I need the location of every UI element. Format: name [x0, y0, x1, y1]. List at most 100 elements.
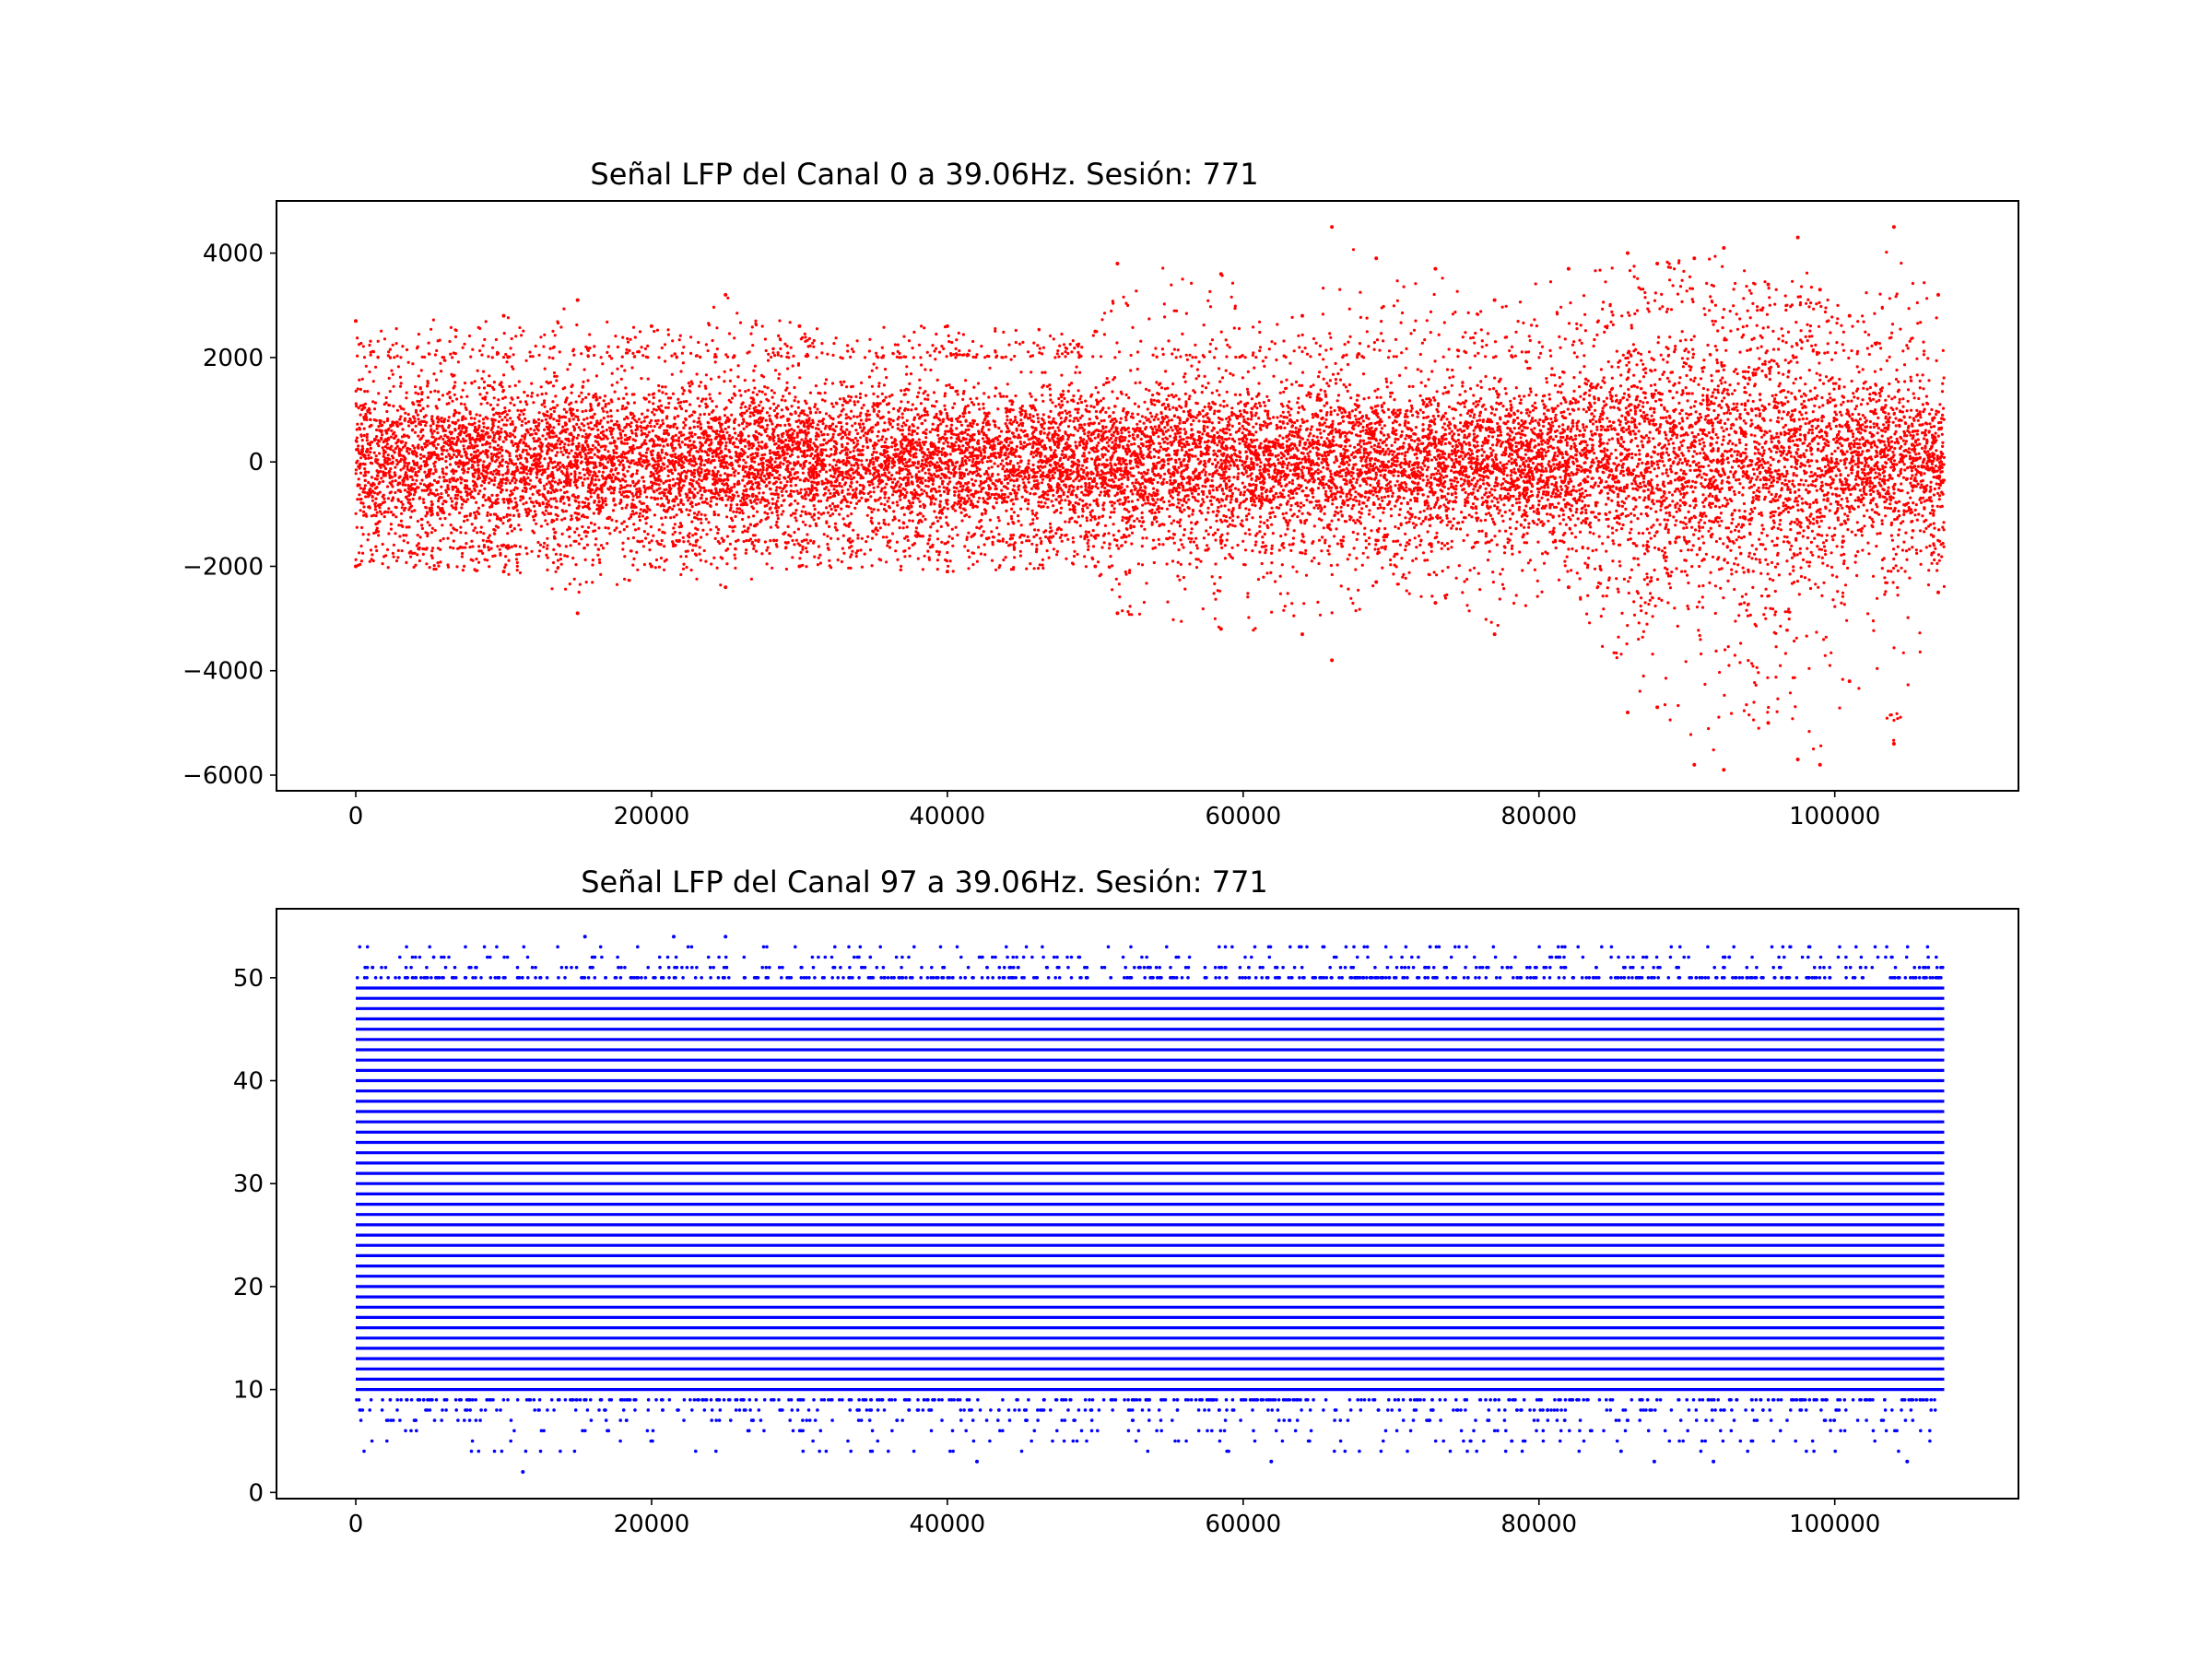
data-point [1156, 480, 1159, 485]
data-point [915, 395, 920, 399]
data-point [1308, 450, 1312, 453]
data-point [1556, 404, 1559, 407]
data-point [1210, 478, 1214, 483]
data-point [688, 509, 692, 512]
data-point [901, 526, 905, 530]
data-point [911, 430, 914, 434]
data-point [1853, 533, 1857, 537]
data-point [978, 446, 982, 450]
data-point [1671, 433, 1675, 437]
data-point [1385, 478, 1389, 482]
data-point [1591, 422, 1595, 426]
data-point [724, 441, 728, 444]
data-point [1308, 441, 1312, 445]
data-point [439, 361, 442, 365]
data-point [1805, 417, 1808, 420]
data-point [1769, 515, 1772, 519]
data-point [990, 530, 994, 534]
data-point [1590, 477, 1594, 480]
data-point [1468, 366, 1472, 370]
data-point [1386, 494, 1390, 499]
data-point [592, 512, 595, 515]
data-point [419, 369, 423, 372]
data-point [1935, 412, 1938, 417]
data-point [436, 513, 440, 517]
data-point [1264, 551, 1267, 555]
data-point [1027, 462, 1030, 465]
data-point [1566, 407, 1570, 411]
data-point [937, 489, 941, 493]
data-point [1806, 560, 1809, 564]
data-point [1823, 351, 1827, 355]
data-point [1894, 564, 1898, 568]
data-point [383, 466, 388, 471]
data-point [1491, 449, 1495, 453]
data-point [924, 441, 927, 444]
data-point [1217, 416, 1220, 419]
data-point [1480, 529, 1484, 533]
data-point [1288, 361, 1292, 365]
data-point [1279, 484, 1283, 488]
data-point [1602, 400, 1606, 404]
data-point [760, 552, 764, 556]
data-point [1017, 488, 1020, 491]
data-point [1713, 345, 1717, 348]
data-point [734, 557, 737, 560]
data-point [1856, 451, 1861, 454]
data-point [1031, 512, 1035, 516]
data-point [1041, 445, 1044, 449]
data-point [1153, 511, 1157, 515]
data-point [1644, 371, 1648, 375]
data-point [1901, 397, 1905, 401]
data-point [375, 477, 379, 481]
data-point [635, 488, 639, 491]
data-point [1693, 445, 1697, 449]
data-point [535, 476, 539, 479]
data-point [524, 421, 528, 425]
data-point [1544, 466, 1547, 470]
data-point [1550, 482, 1554, 486]
data-point [601, 425, 605, 429]
data-point [1215, 519, 1218, 523]
data-point [1360, 464, 1365, 468]
data-point [1519, 436, 1523, 440]
data-point [1157, 435, 1160, 439]
data-point [1528, 410, 1532, 414]
data-point [1606, 491, 1610, 495]
data-point [1344, 482, 1347, 486]
data-point [1166, 447, 1170, 451]
data-point [1694, 528, 1698, 532]
data-point [382, 500, 386, 504]
data-point [1735, 327, 1739, 331]
data-point [674, 453, 677, 456]
data-point [1751, 665, 1755, 668]
data-point [1806, 535, 1810, 540]
data-point [1172, 347, 1176, 351]
data-point [1453, 453, 1458, 457]
data-point [618, 490, 622, 494]
data-point [736, 471, 740, 476]
data-point [618, 530, 622, 534]
data-point [1747, 570, 1750, 573]
data-point [1764, 587, 1768, 591]
data-point [1649, 470, 1653, 474]
data-point [1899, 522, 1903, 525]
data-point [1355, 537, 1359, 542]
data-point [413, 482, 417, 486]
data-point [1625, 363, 1629, 367]
data-point [1631, 343, 1635, 347]
data-point [943, 404, 947, 407]
data-point [742, 458, 746, 462]
data-point [1913, 439, 1918, 442]
data-point [1279, 535, 1283, 538]
data-point [839, 380, 842, 384]
data-point [1404, 473, 1407, 477]
data-point [1059, 528, 1063, 532]
data-point [1250, 441, 1253, 444]
data-point [1649, 383, 1653, 387]
data-point [786, 524, 790, 529]
data-point [516, 468, 520, 472]
data-point [1430, 370, 1434, 373]
data-point [1250, 457, 1253, 461]
data-point [1748, 613, 1752, 618]
